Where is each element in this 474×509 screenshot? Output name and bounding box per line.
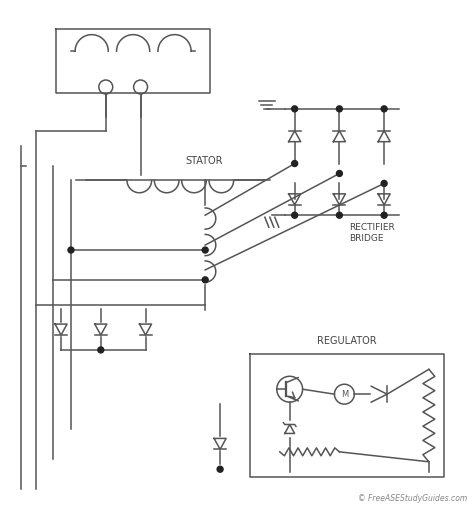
Circle shape [68,247,74,253]
Circle shape [381,212,387,218]
Circle shape [292,106,298,112]
Text: REGULATOR: REGULATOR [317,336,377,347]
Circle shape [337,106,342,112]
Circle shape [337,171,342,177]
Text: RECTIFIER
BRIDGE: RECTIFIER BRIDGE [349,223,395,243]
Text: STATOR: STATOR [185,156,223,165]
Circle shape [202,277,208,283]
Text: © FreeASEStudyGuides.com: © FreeASEStudyGuides.com [358,494,468,502]
Circle shape [217,466,223,472]
Circle shape [202,247,208,253]
Circle shape [292,212,298,218]
Circle shape [337,212,342,218]
Circle shape [381,180,387,186]
Text: M: M [341,390,348,399]
Circle shape [292,160,298,166]
Circle shape [381,106,387,112]
Circle shape [98,347,104,353]
